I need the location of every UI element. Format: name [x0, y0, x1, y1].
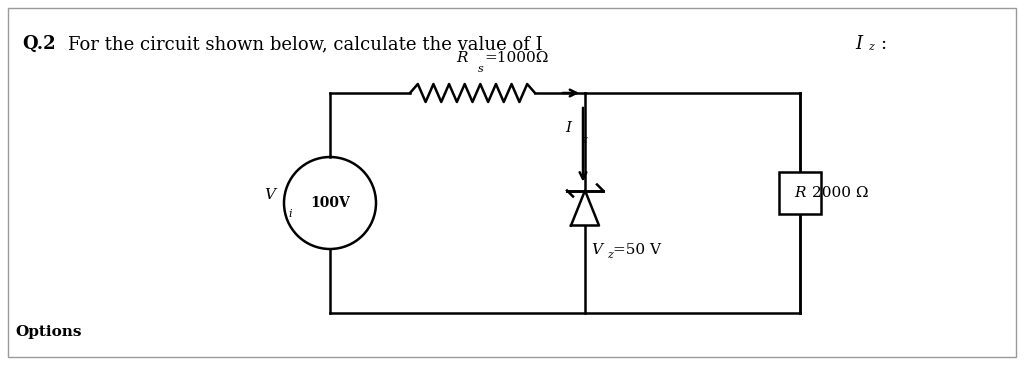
Text: z: z: [581, 135, 587, 145]
Text: R: R: [795, 186, 806, 200]
Text: =1000Ω: =1000Ω: [484, 51, 549, 65]
Text: R: R: [456, 51, 468, 65]
Text: Options: Options: [15, 325, 82, 339]
Text: I: I: [855, 35, 862, 53]
Text: 2000 Ω: 2000 Ω: [812, 186, 868, 200]
Text: I: I: [565, 121, 571, 135]
Text: V: V: [264, 188, 275, 202]
Text: z: z: [868, 42, 873, 52]
Text: :: :: [880, 35, 886, 53]
Text: =50 V: =50 V: [613, 243, 662, 257]
Text: For the circuit shown below, calculate the value of I: For the circuit shown below, calculate t…: [68, 35, 543, 53]
Text: i: i: [288, 209, 292, 219]
Text: V: V: [591, 243, 602, 257]
Text: z: z: [607, 250, 613, 261]
Text: s: s: [477, 64, 483, 74]
Text: 100V: 100V: [310, 196, 350, 210]
Text: Q.2: Q.2: [22, 35, 55, 53]
Bar: [779, 172, 821, 214]
